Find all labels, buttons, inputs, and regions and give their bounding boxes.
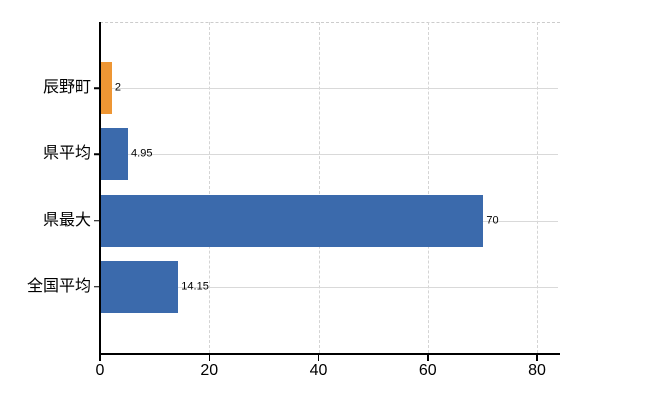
vertical-gridline xyxy=(427,22,429,353)
bar-value-label: 4.95 xyxy=(131,147,153,160)
category-label: 県平均 xyxy=(42,145,91,163)
bar-value-label: 14.15 xyxy=(181,280,209,293)
x-axis-line xyxy=(99,353,560,355)
vertical-gridline xyxy=(209,22,211,353)
plot-top-border xyxy=(100,22,560,23)
category-label: 県最大 xyxy=(42,211,91,229)
x-axis-tick xyxy=(208,354,210,361)
y-axis-line xyxy=(99,22,101,353)
category-tick xyxy=(94,286,100,288)
x-axis-tick-label: 60 xyxy=(418,362,437,379)
bar xyxy=(101,128,129,181)
x-axis-tick-label: 0 xyxy=(95,362,105,379)
horizontal-gridline xyxy=(100,286,558,288)
horizontal-gridline xyxy=(100,154,558,156)
x-axis-tick-label: 20 xyxy=(200,362,219,379)
bar xyxy=(101,260,179,313)
category-tick xyxy=(94,153,100,156)
category-label: 辰野町 xyxy=(42,79,91,97)
bar xyxy=(101,62,112,115)
vertical-gridline xyxy=(537,22,539,353)
x-axis-tick xyxy=(317,354,320,361)
bar xyxy=(101,194,484,247)
x-axis-tick-label: 40 xyxy=(309,362,328,379)
vertical-gridline xyxy=(318,22,320,353)
x-axis-tick xyxy=(99,354,101,361)
category-tick xyxy=(94,87,100,89)
x-axis-tick-label: 80 xyxy=(528,362,546,379)
x-axis-tick xyxy=(427,354,429,361)
x-axis-tick xyxy=(536,354,538,361)
category-label: 全国平均 xyxy=(26,277,91,295)
category-tick xyxy=(94,219,100,222)
bar-value-label: 2 xyxy=(114,81,122,94)
horizontal-gridline xyxy=(100,88,558,90)
bar-value-label: 70 xyxy=(486,214,499,227)
